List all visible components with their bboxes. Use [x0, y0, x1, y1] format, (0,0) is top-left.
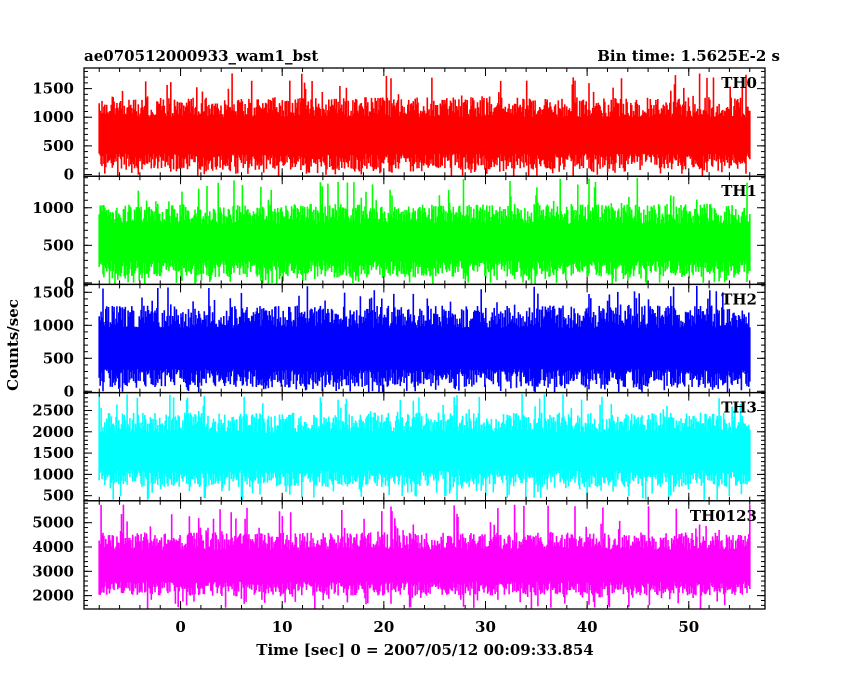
- x-axis-title: Time [sec] 0 = 2007/05/12 00:09:33.854: [256, 641, 593, 659]
- y-tick-label: 1500: [32, 283, 74, 301]
- x-tick-label: 10: [272, 618, 293, 636]
- series-core-th2: [99, 332, 750, 365]
- y-tick-label: 500: [43, 349, 74, 367]
- x-tick-label: 20: [373, 618, 394, 636]
- y-tick-label: 0: [64, 274, 74, 292]
- series-core-th0123: [99, 552, 750, 579]
- series-core-th3: [99, 436, 750, 467]
- y-tick-label: 2000: [32, 587, 74, 605]
- y-tick-label: 0: [64, 382, 74, 400]
- y-tick-label: 1000: [32, 108, 74, 126]
- bin-time-label: Bin time: 1.5625E-2 s: [597, 47, 780, 65]
- panel-label-th0: TH0: [721, 74, 757, 92]
- x-tick-label: 0: [175, 618, 185, 636]
- y-axis-title: Counts/sec: [4, 299, 22, 391]
- chart-title: ae070512000933_wam1_bst: [84, 47, 318, 65]
- y-tick-label: 1000: [32, 199, 74, 217]
- y-tick-label: 3000: [32, 562, 74, 580]
- y-tick-label: 1000: [32, 465, 74, 483]
- y-tick-label: 1500: [32, 444, 74, 462]
- y-tick-label: 4000: [32, 538, 74, 556]
- y-tick-label: 0: [64, 165, 74, 183]
- y-tick-label: 2500: [32, 401, 74, 419]
- y-tick-label: 1500: [32, 80, 74, 98]
- y-tick-label: 500: [43, 487, 74, 505]
- y-tick-label: 5000: [32, 514, 74, 532]
- y-tick-label: 2000: [32, 423, 74, 441]
- panel-label-th2: TH2: [721, 290, 757, 308]
- x-tick-label: 30: [475, 618, 496, 636]
- x-tick-label: 40: [577, 618, 598, 636]
- y-tick-label: 500: [43, 137, 74, 155]
- x-tick-label: 50: [678, 618, 699, 636]
- y-tick-label: 500: [43, 236, 74, 254]
- panel-label-th3: TH3: [721, 399, 757, 417]
- series-core-th0: [99, 120, 750, 150]
- panel-label-th1: TH1: [721, 182, 757, 200]
- y-tick-label: 1000: [32, 316, 74, 334]
- series-core-th1: [99, 227, 750, 257]
- panel-label-th0123: TH0123: [690, 507, 757, 525]
